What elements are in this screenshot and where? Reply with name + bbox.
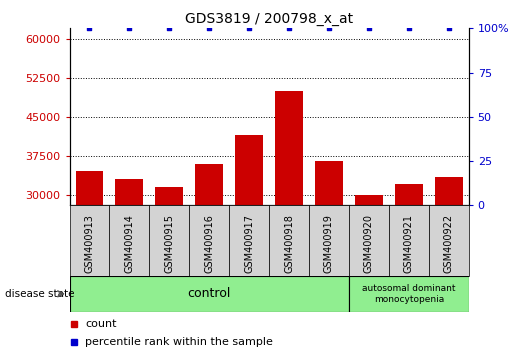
Bar <box>428 205 469 276</box>
Bar <box>355 195 383 351</box>
Bar <box>235 135 263 351</box>
Bar <box>195 164 223 351</box>
Title: GDS3819 / 200798_x_at: GDS3819 / 200798_x_at <box>185 12 353 26</box>
Bar <box>349 205 389 276</box>
Bar <box>156 187 183 351</box>
Text: GSM400918: GSM400918 <box>284 214 294 273</box>
Bar <box>275 91 303 351</box>
Text: GSM400920: GSM400920 <box>364 214 374 273</box>
Bar <box>309 205 349 276</box>
Text: GSM400916: GSM400916 <box>204 214 214 273</box>
Bar <box>349 276 469 312</box>
Point <box>85 25 94 31</box>
Bar <box>269 205 309 276</box>
Point <box>165 25 174 31</box>
Text: GSM400921: GSM400921 <box>404 214 414 273</box>
Text: GSM400922: GSM400922 <box>444 214 454 273</box>
Text: autosomal dominant
monocytopenia: autosomal dominant monocytopenia <box>362 284 456 304</box>
Point <box>205 25 213 31</box>
Text: GSM400919: GSM400919 <box>324 214 334 273</box>
Point <box>365 25 373 31</box>
Text: disease state: disease state <box>5 289 75 299</box>
Bar <box>109 205 149 276</box>
Bar <box>435 177 462 351</box>
Text: GSM400914: GSM400914 <box>125 214 134 273</box>
Point <box>405 25 413 31</box>
Text: GSM400913: GSM400913 <box>84 214 94 273</box>
Bar <box>389 205 428 276</box>
Text: percentile rank within the sample: percentile rank within the sample <box>85 337 273 347</box>
Point <box>285 25 293 31</box>
Point <box>444 25 453 31</box>
Bar <box>149 205 190 276</box>
Point <box>325 25 333 31</box>
Bar <box>395 184 423 351</box>
Text: GSM400917: GSM400917 <box>244 214 254 273</box>
Bar <box>70 276 349 312</box>
Point <box>125 25 133 31</box>
Bar <box>76 171 104 351</box>
Text: GSM400915: GSM400915 <box>164 214 174 273</box>
Bar <box>229 205 269 276</box>
Point <box>245 25 253 31</box>
Bar <box>189 205 229 276</box>
Text: count: count <box>85 319 117 329</box>
Bar <box>115 179 143 351</box>
Bar <box>70 205 109 276</box>
Bar <box>315 161 343 351</box>
Text: control: control <box>187 287 231 300</box>
